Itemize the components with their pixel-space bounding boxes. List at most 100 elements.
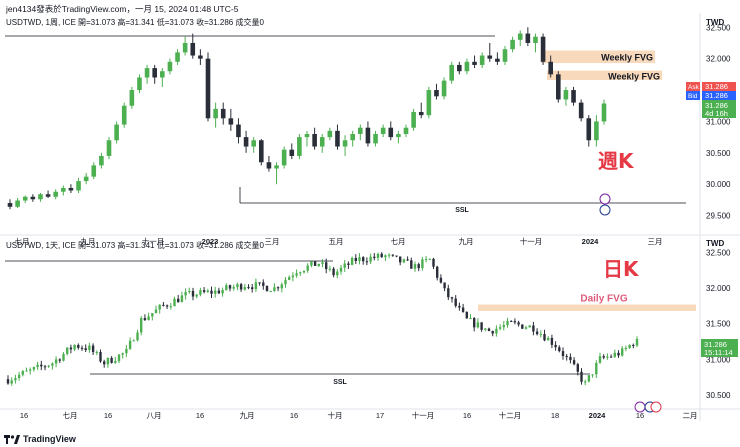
candle-body xyxy=(306,265,309,271)
candle-body xyxy=(154,309,158,314)
tradingview-icon xyxy=(4,434,20,444)
candle-body xyxy=(17,374,21,378)
weekly-fvg-zone-2 xyxy=(547,70,662,81)
candle-body xyxy=(140,318,143,333)
x-tick-label: 二月 xyxy=(683,411,698,420)
candle-body xyxy=(495,58,500,62)
candle-body xyxy=(199,290,202,295)
candle-body xyxy=(14,377,17,381)
candle-body xyxy=(498,327,502,329)
candle-body xyxy=(628,344,631,349)
candle-body xyxy=(88,345,91,351)
candle-body xyxy=(147,316,150,321)
candle-body xyxy=(550,337,554,345)
candle-body xyxy=(114,124,119,141)
candle-body xyxy=(266,162,272,169)
candle-body xyxy=(30,196,36,200)
candle-body xyxy=(297,137,302,156)
candle-body xyxy=(406,259,409,261)
candle-body xyxy=(190,42,196,56)
candle-body xyxy=(502,325,505,328)
x-tick-label: 2024 xyxy=(589,411,607,420)
candle-body xyxy=(457,64,462,72)
candle-body xyxy=(232,287,235,289)
weekly-ssl-label: SSL xyxy=(455,207,469,214)
x-tick-label: 十二月 xyxy=(499,410,522,420)
candle-body xyxy=(262,282,265,286)
published-by: jen4134發表於TradingView.com，一月 15, 2024 01… xyxy=(6,4,239,14)
x-tick-label: 九月 xyxy=(459,237,474,246)
x-tick-label: 三月 xyxy=(648,237,663,246)
candle-body xyxy=(276,287,280,289)
weekly-chart[interactable]: 32.50032.00031.50031.00030.50030.00029.5… xyxy=(0,13,740,247)
candle-body xyxy=(114,361,117,363)
candle-body xyxy=(532,325,535,332)
candle-body xyxy=(91,345,95,353)
candle-body xyxy=(595,362,598,375)
candle-body xyxy=(32,367,36,370)
weekly-countdown: 4d 16h xyxy=(705,109,728,118)
candle-body xyxy=(99,351,102,362)
candle-body xyxy=(162,304,165,306)
candle-body xyxy=(69,347,73,350)
ask-tag xyxy=(686,82,700,91)
candle-body xyxy=(76,181,81,191)
candle-body xyxy=(273,287,276,292)
candle-body xyxy=(469,318,472,320)
x-tick-label: 16 xyxy=(636,411,644,420)
candle-body xyxy=(395,255,398,257)
candle-body xyxy=(236,284,239,288)
weekly-fvg-label-2: Weekly FVG xyxy=(608,72,660,82)
candle-body xyxy=(410,260,413,269)
candle-body xyxy=(281,149,287,166)
candle-body xyxy=(447,288,450,298)
candle-body xyxy=(510,39,515,50)
candle-body xyxy=(173,298,176,307)
candle-body xyxy=(51,363,54,366)
candle-body xyxy=(117,354,121,362)
candle-body xyxy=(251,140,256,147)
candle-body xyxy=(354,257,357,262)
candle-body xyxy=(80,347,84,349)
candle-body xyxy=(132,340,135,342)
candle-body xyxy=(236,124,241,138)
candle-body xyxy=(369,256,372,262)
candle-body xyxy=(561,351,565,357)
candle-body xyxy=(73,344,76,350)
candle-body xyxy=(502,49,508,62)
candle-body xyxy=(411,112,416,128)
bid-label: Bid xyxy=(688,93,698,100)
candle-body xyxy=(317,263,320,266)
daily-chart[interactable]: 32.500 32.000 31.500 31.000 30.500 16 七月 16 八月 16… xyxy=(0,236,740,421)
candle-body xyxy=(609,356,613,358)
candle-body xyxy=(591,374,594,376)
candle-body xyxy=(402,259,406,263)
candle-body xyxy=(513,321,517,323)
daily-ssl-label: SSL xyxy=(333,379,347,386)
x-tick-label: 八月 xyxy=(147,411,162,420)
candle-body xyxy=(487,55,493,59)
candle-body xyxy=(358,127,363,134)
candle-body xyxy=(128,340,132,349)
candle-body xyxy=(106,357,110,365)
candle-body xyxy=(45,194,51,197)
y-tick-label: 30.000 xyxy=(706,180,731,189)
candle-body xyxy=(454,298,457,306)
weekly-big-label: 週K xyxy=(598,149,635,173)
ask-price-tag xyxy=(702,82,736,91)
y-tick-label: 30.500 xyxy=(706,149,731,158)
candle-body xyxy=(506,320,509,326)
candle-body xyxy=(83,176,89,182)
tradingview-logo: TradingView xyxy=(4,433,76,445)
candle-body xyxy=(365,261,369,263)
candle-body xyxy=(29,369,32,371)
candle-body xyxy=(251,287,254,290)
daily-last-price-tag xyxy=(701,339,738,357)
candle-body xyxy=(578,102,584,119)
brand-name: TradingView xyxy=(23,434,76,444)
candle-body xyxy=(380,253,383,258)
x-tick-label: 16 xyxy=(290,411,298,420)
candle-body xyxy=(332,268,335,276)
candle-body xyxy=(175,52,180,62)
candle-body xyxy=(380,127,386,134)
